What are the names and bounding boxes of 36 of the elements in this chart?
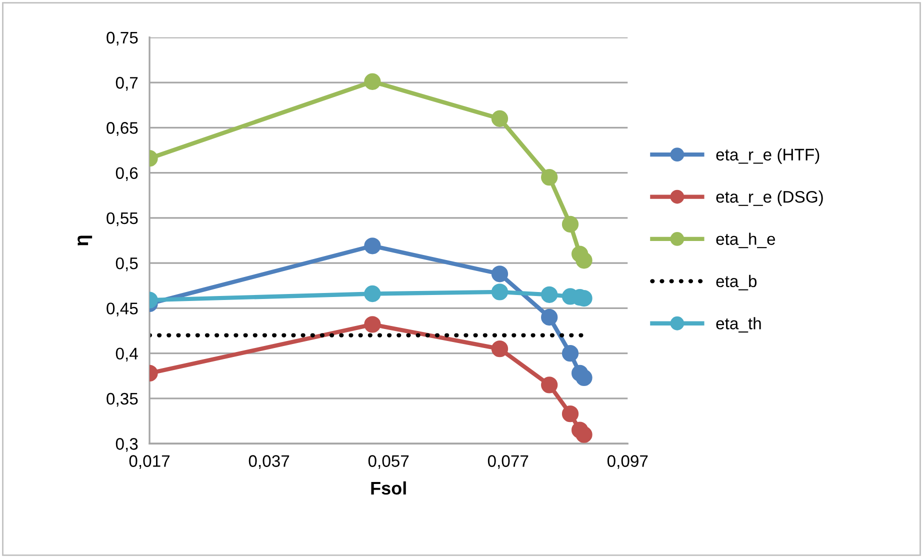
y-tick-label: 0,3	[116, 438, 138, 452]
x-tick-label: 0,077	[488, 455, 528, 469]
x-axis-title: Fsol	[371, 481, 406, 495]
y-tick-label: 0,4	[116, 348, 138, 362]
point	[491, 340, 508, 358]
point	[491, 284, 508, 300]
y-tick-label: 0,6	[116, 167, 138, 181]
point	[541, 168, 558, 186]
y-tick-label: 0,55	[106, 212, 138, 226]
legend-label: eta_h_e	[716, 232, 776, 248]
y-tick-label: 0,7	[116, 76, 138, 91]
legend-label: eta_r_e (DSG)	[716, 190, 823, 206]
point	[562, 345, 579, 362]
y-tick-label: 0,45	[106, 302, 138, 316]
point	[576, 369, 592, 386]
x-tick-label: 0,097	[607, 455, 648, 469]
point	[562, 216, 579, 233]
y-tick-label: 0,65	[106, 122, 138, 136]
point	[491, 110, 508, 127]
y-tick-label: 0,75	[106, 32, 138, 46]
point	[491, 266, 508, 282]
y-tick-label: 0,35	[106, 392, 138, 407]
legend-label: eta_th	[716, 317, 761, 333]
point	[541, 376, 558, 394]
point	[541, 286, 558, 303]
legend-label: eta_r_e (HTF)	[716, 148, 820, 164]
point	[562, 405, 579, 422]
x-tick-label: 0,017	[129, 455, 170, 469]
y-axis-title: η	[78, 236, 92, 246]
point	[541, 308, 558, 326]
y-tick-label: 0,5	[116, 257, 138, 272]
point	[576, 252, 592, 269]
x-tick-label: 0,057	[368, 455, 409, 469]
legend-label: eta_b	[716, 274, 757, 290]
point	[576, 426, 592, 443]
x-tick-label: 0,037	[248, 455, 290, 469]
